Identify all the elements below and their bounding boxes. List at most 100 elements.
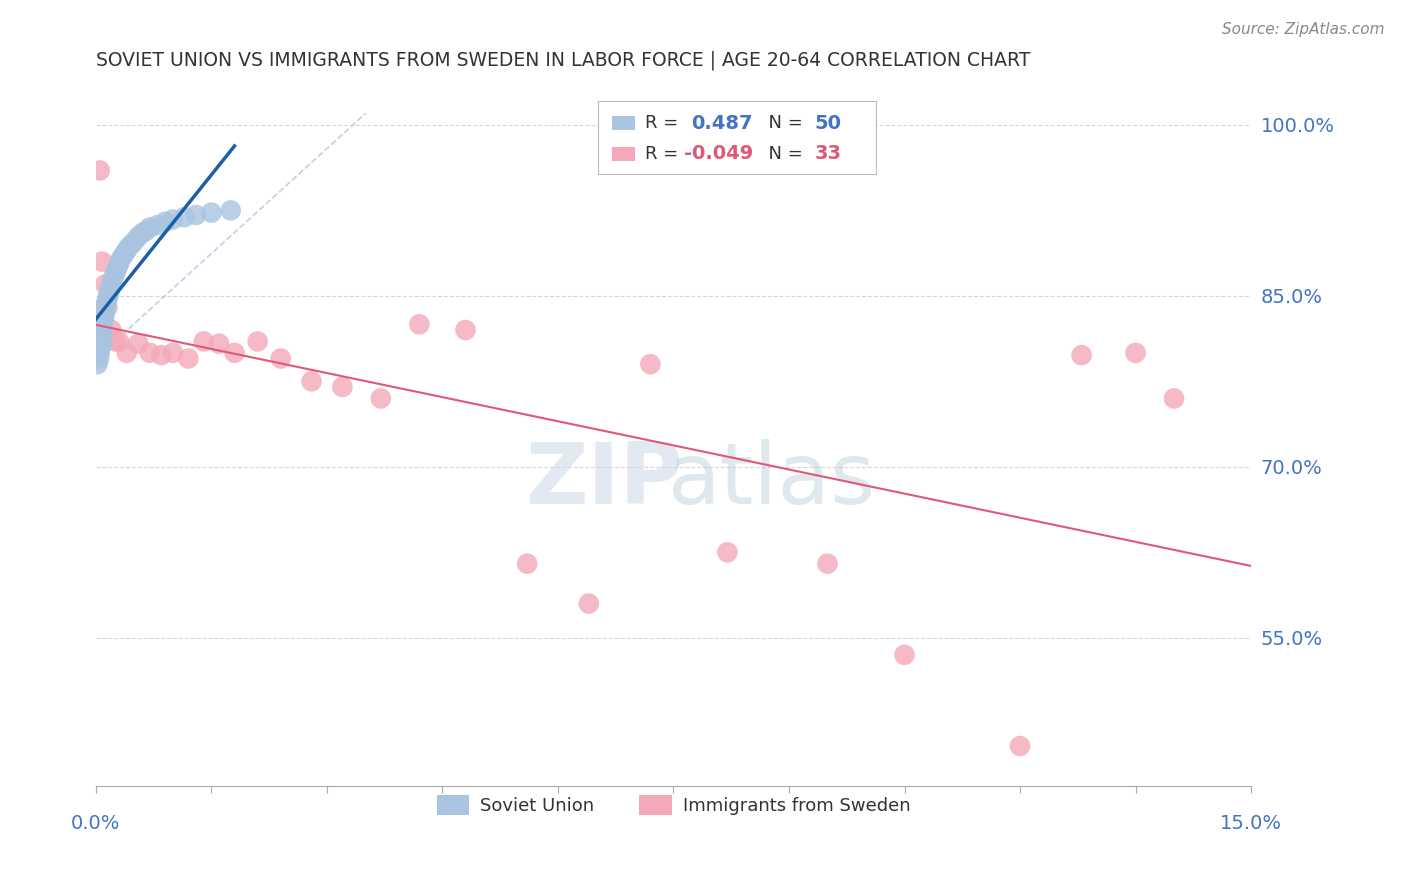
Point	[131, 226, 153, 240]
Point	[146, 218, 169, 232]
Point	[150, 348, 173, 362]
Point	[87, 351, 110, 366]
Point	[118, 240, 141, 254]
Point	[120, 237, 142, 252]
Point	[91, 311, 114, 326]
Point	[330, 380, 353, 394]
Text: 0.487: 0.487	[690, 113, 752, 133]
Text: N =: N =	[756, 145, 803, 162]
Point	[103, 268, 125, 283]
Point	[108, 334, 131, 349]
Point	[104, 334, 127, 349]
Point	[1163, 392, 1185, 406]
Point	[93, 306, 115, 320]
Point	[94, 298, 117, 312]
Point	[91, 320, 114, 334]
Point	[208, 336, 231, 351]
Point	[219, 203, 242, 218]
Point	[1070, 348, 1092, 362]
Point	[90, 318, 112, 332]
Point	[90, 340, 112, 354]
Point	[107, 260, 129, 275]
Point	[91, 336, 114, 351]
Point	[96, 294, 118, 309]
Point	[89, 323, 111, 337]
Point	[90, 332, 112, 346]
Point	[87, 346, 110, 360]
FancyBboxPatch shape	[612, 116, 636, 130]
Point	[98, 286, 121, 301]
Point	[162, 346, 184, 360]
Point	[893, 648, 915, 662]
Point	[716, 545, 738, 559]
Point	[124, 234, 146, 248]
Point	[1125, 346, 1147, 360]
Point	[104, 264, 127, 278]
Point	[108, 257, 131, 271]
Text: R =: R =	[644, 114, 689, 132]
Point	[89, 346, 111, 360]
Point	[91, 326, 114, 340]
Point	[135, 224, 157, 238]
Point	[97, 289, 120, 303]
Point	[94, 277, 117, 292]
Point	[184, 208, 207, 222]
Point	[127, 229, 149, 244]
Point	[111, 249, 134, 263]
Point	[96, 291, 118, 305]
Point	[1008, 739, 1031, 753]
Point	[127, 336, 149, 351]
Text: ZIP: ZIP	[526, 439, 683, 522]
Point	[370, 392, 392, 406]
Text: atlas: atlas	[668, 439, 876, 522]
Point	[93, 314, 115, 328]
Point	[173, 210, 195, 224]
Text: 15.0%: 15.0%	[1220, 814, 1282, 833]
Point	[98, 283, 121, 297]
Point	[115, 346, 138, 360]
Text: SOVIET UNION VS IMMIGRANTS FROM SWEDEN IN LABOR FORCE | AGE 20-64 CORRELATION CH: SOVIET UNION VS IMMIGRANTS FROM SWEDEN I…	[96, 51, 1031, 70]
Point	[101, 271, 124, 285]
Text: 33: 33	[814, 145, 841, 163]
Point	[578, 597, 600, 611]
Text: N =: N =	[756, 114, 803, 132]
Point	[93, 310, 115, 324]
Point	[224, 346, 246, 360]
Point	[90, 328, 112, 343]
Point	[89, 163, 111, 178]
Point	[454, 323, 477, 337]
Text: 0.0%: 0.0%	[72, 814, 121, 833]
Point	[155, 215, 177, 229]
Point	[817, 557, 839, 571]
Point	[516, 557, 538, 571]
Point	[193, 334, 215, 349]
Point	[87, 334, 110, 349]
Point	[100, 323, 122, 337]
Point	[301, 374, 323, 388]
Point	[270, 351, 292, 366]
Point	[177, 351, 200, 366]
FancyBboxPatch shape	[599, 101, 876, 174]
Point	[200, 205, 222, 219]
Point	[96, 300, 118, 314]
Point	[114, 245, 136, 260]
Point	[139, 346, 162, 360]
Point	[408, 318, 430, 332]
Legend: Soviet Union, Immigrants from Sweden: Soviet Union, Immigrants from Sweden	[429, 788, 918, 822]
Text: 50: 50	[814, 113, 841, 133]
Text: Source: ZipAtlas.com: Source: ZipAtlas.com	[1222, 22, 1385, 37]
Point	[162, 212, 184, 227]
Point	[139, 220, 162, 235]
Point	[91, 254, 114, 268]
Point	[100, 279, 122, 293]
Text: R =: R =	[644, 145, 689, 162]
Point	[94, 302, 117, 317]
Point	[115, 244, 138, 258]
Point	[246, 334, 269, 349]
FancyBboxPatch shape	[612, 146, 636, 161]
Point	[93, 300, 115, 314]
Point	[100, 277, 122, 292]
Point	[640, 357, 662, 371]
Point	[110, 252, 132, 267]
Point	[86, 357, 108, 371]
